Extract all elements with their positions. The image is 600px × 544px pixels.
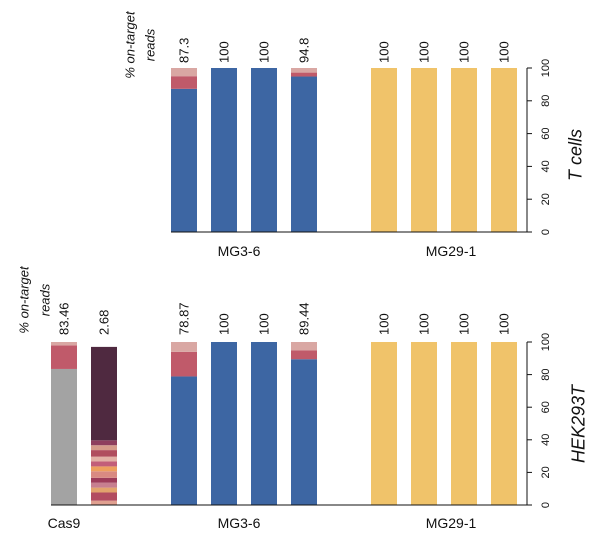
panel2-bar-9-value-label: 100 xyxy=(457,313,472,335)
panel1-bar-7-segment-1 xyxy=(451,68,477,232)
panel1-y-tick-label-0: 0 xyxy=(540,229,552,235)
panel2-y-tick-label-0: 0 xyxy=(540,502,552,508)
panel2-bar-6-segment-3 xyxy=(291,342,317,351)
panel1-group-label-2: MG29-1 xyxy=(426,243,477,259)
panel2-bar-6-segment-1 xyxy=(291,359,317,505)
panel1-bar-1-segment-1 xyxy=(171,88,197,232)
panel1-side-title: T cells xyxy=(565,129,585,181)
panel2-bar-3-segment-1 xyxy=(171,376,197,505)
panel2-y-tick-label-60: 60 xyxy=(540,401,552,413)
panel1-bar-4-segment-3 xyxy=(291,68,317,73)
panel1-y-tick-label-100: 100 xyxy=(540,59,552,77)
panel2-bar-2-segment-5 xyxy=(91,477,117,483)
panel1-y-tick-label-60: 60 xyxy=(540,127,552,139)
panel2-y-tick-label-40: 40 xyxy=(540,434,552,446)
panel2-bar-2-segment-11 xyxy=(91,445,117,451)
panel2-y-tick-label-80: 80 xyxy=(540,368,552,380)
panel2-bar-1-segment-1 xyxy=(51,368,77,505)
panel2-bar-10-value-label: 100 xyxy=(497,313,512,335)
panel2-bar-3-value-label: 78.87 xyxy=(177,302,192,335)
panel2-y-tick-label-100: 100 xyxy=(540,333,552,351)
panel1-bar-2-value-label: 100 xyxy=(217,41,232,63)
panel2-bar-2-segment-4 xyxy=(91,482,117,488)
panel2-bar-5-value-label: 100 xyxy=(257,313,272,335)
panel1-bar-4-segment-1 xyxy=(291,76,317,232)
panel2-bar-1-segment-3 xyxy=(51,342,77,346)
panel1-bar-6-segment-1 xyxy=(411,68,437,232)
panel2-bar-1-segment-2 xyxy=(51,345,77,369)
panel2-bar-2-segment-9 xyxy=(91,456,117,462)
panel1-bar-3-value-label: 100 xyxy=(257,41,272,63)
panel2-bar-4-value-label: 100 xyxy=(217,313,232,335)
panel1-bar-4-value-label: 94.8 xyxy=(297,38,312,63)
panel2-bar-7-value-label: 100 xyxy=(377,313,392,335)
panel2-bar-10-segment-1 xyxy=(491,342,517,505)
panel2-ylabel-line-2: reads xyxy=(38,283,53,316)
panel1-y-tick-label-20: 20 xyxy=(540,193,552,205)
panel2-bar-9-segment-1 xyxy=(451,342,477,505)
panel1-bar-7-value-label: 100 xyxy=(457,41,472,63)
panel2-bar-5-segment-1 xyxy=(251,342,277,505)
panel1-y-tick-label-80: 80 xyxy=(540,95,552,107)
panel2-bar-6-value-label: 89.44 xyxy=(297,302,312,335)
panel2-bar-2-segment-8 xyxy=(91,461,117,467)
panel2-bar-4-segment-1 xyxy=(211,342,237,505)
panel1-group-label-1: MG3-6 xyxy=(218,243,261,259)
panel2-side-title: HEK293T xyxy=(568,383,588,463)
panel2-bar-8-value-label: 100 xyxy=(417,313,432,335)
panel2-y-tick-label-20: 20 xyxy=(540,466,552,478)
panel2-group-label-3: MG29-1 xyxy=(426,515,477,531)
panel2-bar-2-segment-12 xyxy=(91,440,117,446)
panel2-bar-2-segment-6 xyxy=(91,471,117,478)
panel1-y-tick-label-40: 40 xyxy=(540,160,552,172)
panel2-group-label-1: Cas9 xyxy=(48,515,81,531)
panel1-bar-5-segment-1 xyxy=(371,68,397,232)
panel2-bar-7-segment-1 xyxy=(371,342,397,505)
panel2-bar-6-segment-2 xyxy=(291,350,317,360)
panel1-bar-2-segment-1 xyxy=(211,68,237,232)
panel1-bar-8-value-label: 100 xyxy=(497,41,512,63)
panel1-bar-1-segment-3 xyxy=(171,68,197,77)
panel1-bar-1-value-label: 87.3 xyxy=(177,38,192,63)
panel2-bar-2-value-label: 2.68 xyxy=(97,310,112,335)
panel1-bar-6-value-label: 100 xyxy=(417,41,432,63)
panel2-bar-2-segment-1 xyxy=(91,500,117,505)
panel2-bar-3-segment-3 xyxy=(171,342,197,352)
panel1-ylabel-line-2: reads xyxy=(143,28,158,61)
panel1-ylabel-line-1: % on-target xyxy=(123,10,138,79)
panel2-bar-8-segment-1 xyxy=(411,342,437,505)
panel2-group-label-2: MG3-6 xyxy=(218,515,261,531)
panel2-bar-3-segment-2 xyxy=(171,351,197,377)
panel2-bar-2-segment-3 xyxy=(91,487,117,493)
panel2-bar-2-segment-13 xyxy=(91,346,117,441)
panel1-bar-3-segment-1 xyxy=(251,68,277,232)
panel2-bar-2-segment-2 xyxy=(91,492,117,501)
panel2-bar-2-segment-10 xyxy=(91,450,117,457)
panel1-bar-8-segment-1 xyxy=(491,68,517,232)
panel2-bar-1-value-label: 83.46 xyxy=(57,302,72,335)
panel1-bar-4-segment-2 xyxy=(291,72,317,77)
panel2-bar-2-segment-7 xyxy=(91,466,117,472)
panel1-bar-5-value-label: 100 xyxy=(377,41,392,63)
panel2-ylabel-line-1: % on-target xyxy=(17,265,32,334)
panel1-bar-1-segment-2 xyxy=(171,76,197,89)
